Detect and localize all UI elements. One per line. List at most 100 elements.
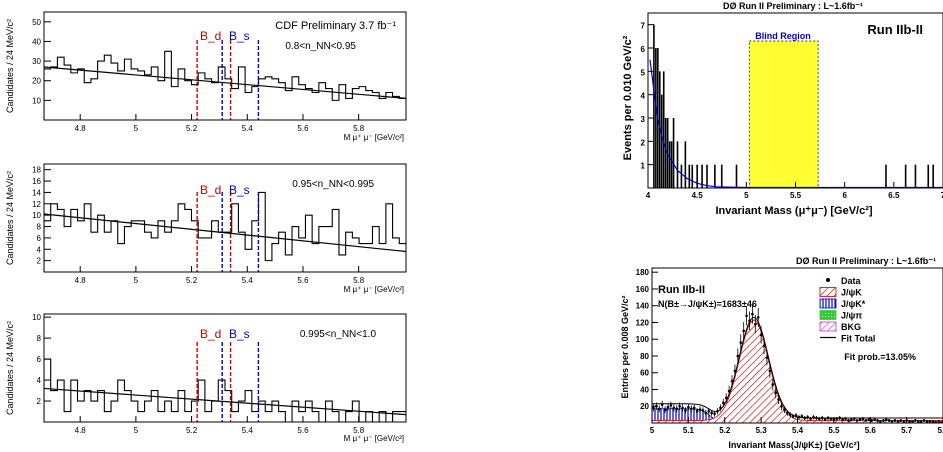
data-point [721, 401, 725, 405]
data-point [931, 420, 935, 423]
data-point [870, 419, 874, 422]
fit-line [44, 387, 406, 416]
data-point [800, 414, 804, 418]
y-tick-label: 40 [32, 37, 41, 46]
fit-prob-label: Fit prob.=13.05% [844, 352, 916, 362]
data-point [826, 416, 830, 420]
x-tick-label: 5 [134, 426, 139, 435]
x-tick-label: 5.5 [790, 191, 802, 200]
data-point [835, 417, 839, 421]
data-point [914, 419, 917, 422]
data-point [797, 415, 801, 419]
bs-label: B_s [229, 183, 250, 197]
data-point [791, 414, 795, 418]
data-point [809, 417, 812, 421]
plot-frame [43, 11, 407, 121]
y-tick-label: 12 [32, 200, 41, 209]
y-tick-label: 100 [636, 335, 650, 344]
x-axis-label: Invariant Mass (μ⁺μ⁻) [GeV/c²] [715, 205, 872, 217]
legend-label: Fit Total [841, 334, 875, 344]
cut-label: 0.995<n_NN<1.0 [300, 329, 377, 340]
data-point [890, 420, 894, 423]
data-point [884, 418, 888, 421]
data-point [812, 415, 815, 419]
data-point [823, 418, 827, 421]
cdf-panel-3: Candidates / 24 MeV/c² 2 4 6 8 10 4.8 5 5.2 5.4 5… [5, 313, 407, 443]
y-tick-label: 18 [32, 166, 41, 175]
y-axis-label: Candidates / 24 MeV/c² [5, 171, 15, 265]
plot-frame [647, 12, 943, 189]
y-tick-label: 2 [37, 397, 42, 406]
x-tick-label: 5.6 [297, 276, 309, 285]
data-point [756, 316, 760, 319]
data-point [911, 420, 914, 423]
data-point [774, 391, 777, 395]
bd-label: B_d [200, 29, 221, 43]
y-tick-label: 10 [32, 211, 41, 220]
x-axis-label: M μ⁺ μ⁻ [GeV/c²] [344, 133, 404, 142]
plot-area [44, 191, 406, 272]
y-axis-label: Candidates / 24 MeV/c² [5, 321, 15, 415]
x-tick-label: 6.5 [888, 191, 900, 200]
plot-area [649, 24, 943, 188]
data-point [879, 420, 882, 423]
legend-label: J/ψK [841, 288, 862, 298]
legend-marker [819, 287, 837, 297]
header-label: CDF Preliminary 3.7 fb⁻¹ [275, 20, 396, 32]
axis-ticks: 1 2 3 4 5 6 7 4 4.5 5 5.5 6 6.5 7 [641, 22, 943, 200]
data-point [727, 389, 731, 393]
x-tick-label: 4.8 [75, 276, 87, 285]
data-point [768, 369, 772, 373]
data-point [820, 416, 824, 420]
y-tick-label: 3 [641, 115, 646, 124]
x-tick-label: 5.2 [719, 426, 731, 435]
legend-marker-data [826, 278, 830, 282]
data-point [803, 416, 807, 420]
data-point [748, 319, 751, 323]
data-point [777, 398, 780, 401]
data-point [771, 383, 775, 386]
data-point [678, 404, 681, 408]
data-point [716, 409, 719, 413]
plot-area [44, 40, 406, 120]
data-point [908, 420, 911, 423]
data-point [672, 406, 676, 410]
x-tick-label: 5.8 [353, 426, 365, 435]
data-point [850, 418, 853, 421]
x-tick-label: 5 [744, 191, 749, 200]
y-tick-label: 2 [37, 257, 42, 266]
axis-ticks: 20 40 60 80 100 120 140 160 180 5 5.1 5.2 5.3 5.4 5.5 5… [636, 268, 943, 435]
data-point [847, 419, 850, 422]
fit-line [44, 213, 406, 253]
fit-curve [649, 59, 943, 188]
data-point [852, 417, 856, 421]
x-tick-label: 5 [134, 124, 139, 133]
x-tick-label: 5.6 [865, 426, 877, 435]
data-point [882, 419, 885, 422]
y-axis-label: Candidates / 24 MeV/c² [5, 19, 15, 113]
plot-area [652, 304, 943, 423]
data-point [759, 333, 763, 337]
data-point [713, 412, 716, 416]
x-tick-label: 4.8 [75, 124, 87, 133]
y-tick-label: 10 [32, 313, 41, 322]
x-tick-label: 4.8 [75, 426, 87, 435]
x-tick-label: 5.5 [828, 426, 840, 435]
data-point [916, 420, 920, 423]
data-point [873, 418, 876, 421]
data-point [919, 420, 923, 423]
data-point [692, 406, 696, 410]
legend-label: Data [841, 276, 862, 286]
data-point [887, 419, 891, 422]
data-point [751, 312, 754, 316]
y-tick-label: 5 [641, 68, 646, 77]
data-point [660, 403, 664, 406]
data-point [934, 420, 938, 423]
data-point [818, 417, 821, 421]
y-tick-label: 1 [641, 162, 646, 171]
plot-frame [43, 313, 407, 423]
data-point [684, 409, 687, 412]
y-tick-label: 6 [37, 234, 42, 243]
data-point [861, 417, 865, 421]
